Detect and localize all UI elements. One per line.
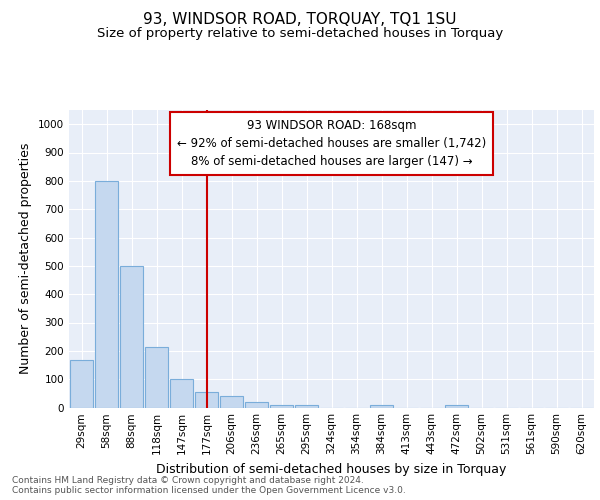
Bar xyxy=(370,404,394,407)
Text: 93, WINDSOR ROAD, TORQUAY, TQ1 1SU: 93, WINDSOR ROAD, TORQUAY, TQ1 1SU xyxy=(143,12,457,28)
Bar xyxy=(170,379,193,408)
Bar xyxy=(295,405,319,407)
Bar xyxy=(95,181,118,408)
Bar xyxy=(269,404,293,407)
Y-axis label: Number of semi-detached properties: Number of semi-detached properties xyxy=(19,143,32,374)
Bar xyxy=(220,396,244,407)
Bar xyxy=(70,360,94,408)
Text: Contains HM Land Registry data © Crown copyright and database right 2024.
Contai: Contains HM Land Registry data © Crown c… xyxy=(12,476,406,495)
Bar xyxy=(194,392,218,407)
Bar xyxy=(445,405,469,407)
Text: Size of property relative to semi-detached houses in Torquay: Size of property relative to semi-detach… xyxy=(97,28,503,40)
Bar xyxy=(145,346,169,408)
Bar xyxy=(245,402,268,407)
X-axis label: Distribution of semi-detached houses by size in Torquay: Distribution of semi-detached houses by … xyxy=(157,463,506,476)
Bar xyxy=(119,266,143,408)
Text: 93 WINDSOR ROAD: 168sqm
← 92% of semi-detached houses are smaller (1,742)
8% of : 93 WINDSOR ROAD: 168sqm ← 92% of semi-de… xyxy=(177,119,486,168)
